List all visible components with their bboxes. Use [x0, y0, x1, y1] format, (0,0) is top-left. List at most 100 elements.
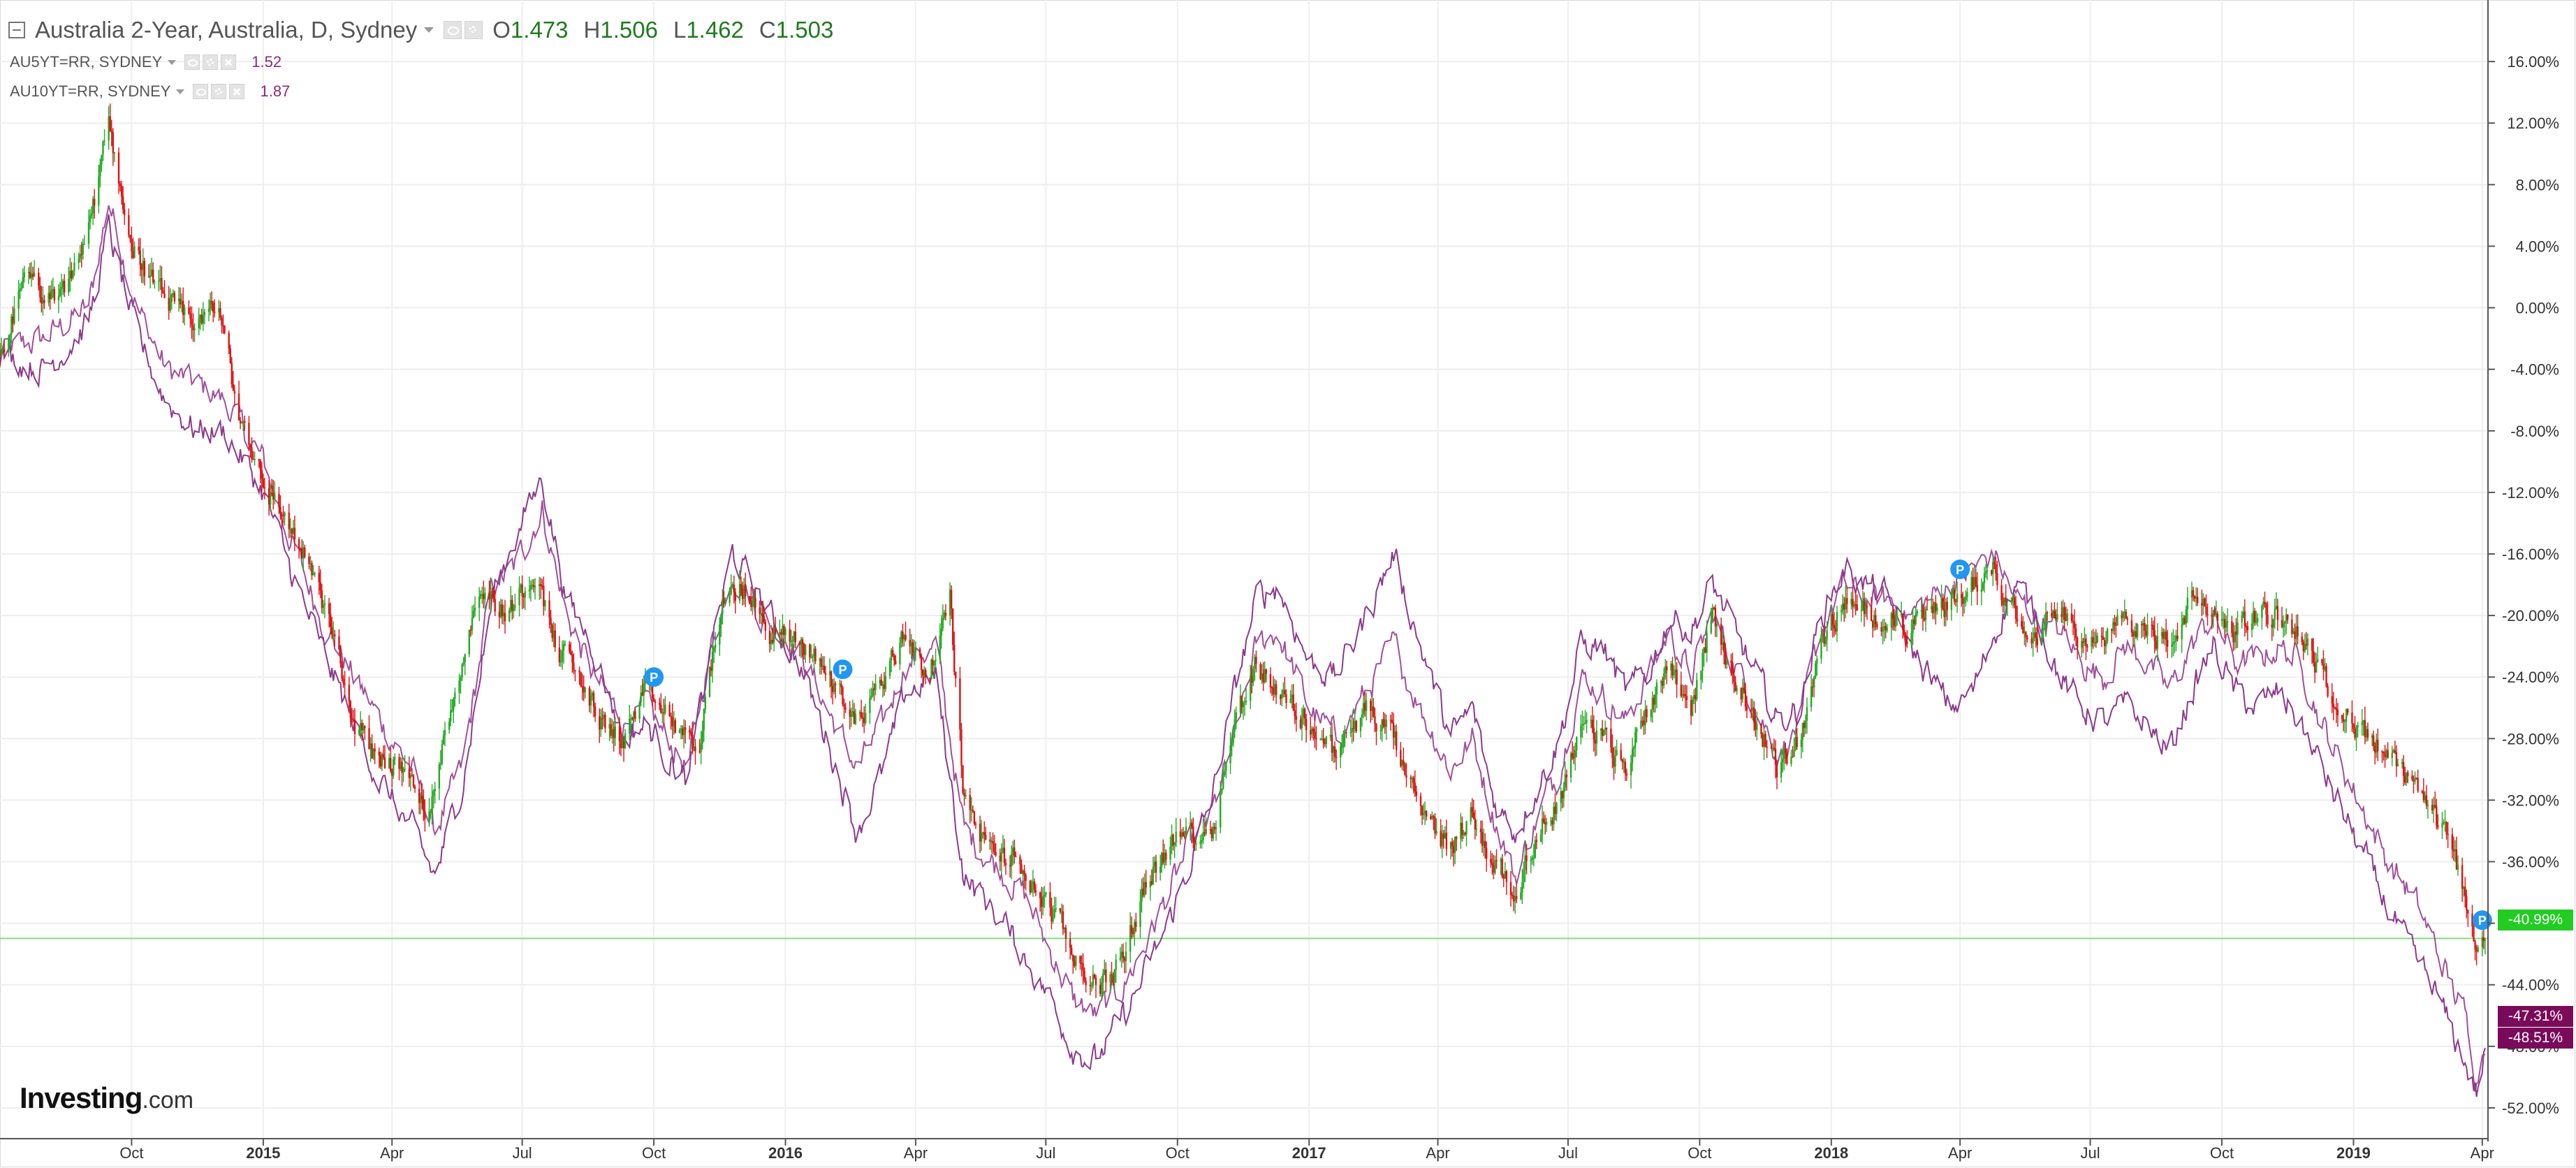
candle	[2335, 698, 2338, 723]
candle-body	[230, 363, 233, 384]
candle	[1173, 842, 1176, 859]
candle-body	[670, 716, 672, 717]
overlay-menu-chevron-down-icon[interactable]	[168, 59, 177, 65]
candle-body	[592, 693, 595, 707]
visibility-eye-icon[interactable]	[444, 21, 462, 39]
candle	[1524, 843, 1526, 882]
candle	[2432, 796, 2435, 824]
settings-gear-icon[interactable]	[464, 21, 483, 39]
candle	[2172, 629, 2174, 657]
event-marker[interactable]: P	[2472, 910, 2492, 930]
candle	[1092, 965, 1095, 989]
candle-body	[1234, 719, 1236, 731]
candle	[474, 596, 476, 617]
candle	[1501, 854, 1503, 879]
candle	[61, 279, 64, 295]
candle	[1340, 742, 1342, 768]
candle	[618, 717, 621, 755]
overlay-menu-chevron-down-icon[interactable]	[176, 89, 185, 94]
candle-body	[2185, 609, 2188, 624]
candle-body	[773, 630, 775, 643]
x-tick-label: Jul	[1036, 1144, 1055, 1162]
remove-close-icon[interactable]	[229, 84, 245, 99]
candle	[2146, 613, 2149, 645]
candle	[381, 752, 383, 771]
candle-body	[2427, 805, 2429, 806]
candle	[1732, 652, 1734, 685]
candle-body	[963, 792, 965, 796]
candle	[738, 570, 741, 604]
collapse-legend-icon[interactable]	[8, 22, 25, 38]
candle-body	[1063, 927, 1066, 930]
candle-body	[2123, 611, 2125, 613]
candle	[872, 680, 874, 698]
candle	[1544, 815, 1546, 835]
candle	[2396, 759, 2399, 767]
candle	[2444, 810, 2446, 832]
candle-body	[588, 687, 591, 706]
candle-body	[674, 720, 676, 733]
candle	[1900, 601, 1903, 618]
candle	[89, 209, 92, 230]
candle-body	[1312, 728, 1315, 732]
legend-main-series[interactable]: Australia 2-Year, Australia, D, Sydney O…	[8, 13, 833, 48]
candle	[858, 710, 861, 722]
settings-gear-icon[interactable]	[203, 54, 219, 70]
candle	[1852, 587, 1854, 618]
candle	[641, 678, 643, 696]
candle-body	[492, 592, 495, 599]
legend-overlay-au10y[interactable]: AU10YT=RR, SYDNEY 1.87	[10, 77, 833, 106]
candle-body	[524, 591, 526, 598]
candle-body	[1721, 642, 1724, 645]
x-tick-label: Oct	[119, 1144, 143, 1162]
candle	[2223, 613, 2226, 638]
candle-body	[2335, 708, 2338, 710]
candle	[1195, 836, 1197, 852]
candle-body	[2085, 638, 2087, 647]
candle-body	[1800, 739, 1803, 747]
candle-body	[1139, 901, 1141, 927]
candle-body	[1083, 970, 1085, 981]
candle	[128, 208, 130, 238]
candle-body	[2352, 723, 2355, 729]
candle-body	[1932, 606, 1934, 613]
candle-body	[1015, 856, 1017, 858]
candle	[2116, 608, 2118, 626]
candle-body	[154, 281, 156, 283]
candle	[551, 623, 553, 642]
candle-body	[1400, 750, 1402, 766]
candle-body	[458, 680, 460, 693]
candle	[698, 738, 701, 754]
candle	[1475, 819, 1478, 837]
event-marker[interactable]: P	[833, 659, 853, 680]
event-marker[interactable]: P	[644, 667, 664, 687]
candle	[1145, 870, 1147, 895]
candle	[1861, 590, 1864, 611]
candle	[844, 702, 847, 713]
series-menu-chevron-down-icon[interactable]	[424, 27, 434, 33]
candle-body	[268, 488, 270, 505]
candle	[1461, 816, 1463, 842]
candle-body	[2366, 729, 2369, 738]
candle-body	[2196, 597, 2199, 604]
visibility-eye-icon[interactable]	[193, 84, 209, 99]
candle-body	[308, 556, 310, 564]
candle-body	[99, 164, 101, 177]
candle	[1610, 720, 1612, 753]
candle	[2482, 926, 2485, 949]
candle	[2292, 627, 2295, 634]
event-marker[interactable]: P	[1950, 560, 1970, 579]
remove-close-icon[interactable]	[221, 54, 237, 70]
candle-body	[2070, 613, 2073, 621]
series-layer	[0, 205, 2486, 1097]
visibility-eye-icon[interactable]	[184, 54, 200, 70]
candle	[1613, 747, 1615, 780]
candle-body	[2234, 631, 2236, 643]
legend-overlay-au5y[interactable]: AU5YT=RR, SYDNEY 1.52	[10, 48, 833, 77]
candle-body	[1481, 832, 1484, 846]
settings-gear-icon[interactable]	[211, 84, 227, 99]
candle-body	[544, 600, 546, 606]
candle-body	[950, 590, 953, 609]
